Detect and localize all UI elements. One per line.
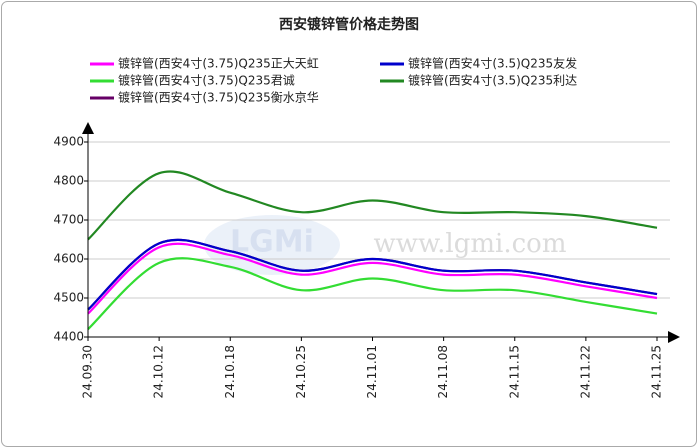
x-tick-label: 24.11.15 [507,345,521,398]
y-tick-label: 4500 [53,291,84,305]
series-line [87,170,658,241]
x-arrow [668,331,680,343]
watermark-text: www.lgmi.com [373,229,566,259]
y-tick-label: 4400 [53,330,84,344]
x-tick-label: 24.10.12 [152,345,166,398]
y-tick-label: 4700 [53,213,84,227]
series-line [87,257,658,331]
series-line [87,242,658,315]
legend-label: 镀锌管(西安4寸(3.75)Q235衡水京华 [118,90,319,105]
y-tick-label: 4900 [53,135,84,149]
legend-label: 镀锌管(西安4寸(3.75)Q235正大天虹 [118,56,319,71]
series-line [87,238,658,311]
x-tick-label: 24.11.22 [578,345,592,398]
x-tick-label: 24.10.25 [294,345,308,398]
legend-label: 镀锌管(西安4寸(3.5)Q235友发 [408,56,577,71]
legend-label: 镀锌管(西安4寸(3.75)Q235君诚 [118,73,295,88]
x-tick-label: 24.11.25 [650,345,664,398]
lines [87,170,658,331]
x-tick-label: 24.09.30 [81,345,95,398]
logo-shape [204,215,340,275]
chart-title: 西安镀锌管价格走势图 [279,16,419,33]
x-tick-label: 24.10.18 [223,345,237,398]
axes [82,122,680,343]
y-tick-label: 4600 [53,252,84,266]
y-tick-label: 4800 [53,174,84,188]
x-tick-label: 24.11.08 [436,345,450,398]
y-arrow [82,122,94,134]
legend-label: 镀锌管(西安4寸(3.5)Q235利达 [408,73,577,88]
x-tick-label: 24.11.01 [365,345,379,398]
